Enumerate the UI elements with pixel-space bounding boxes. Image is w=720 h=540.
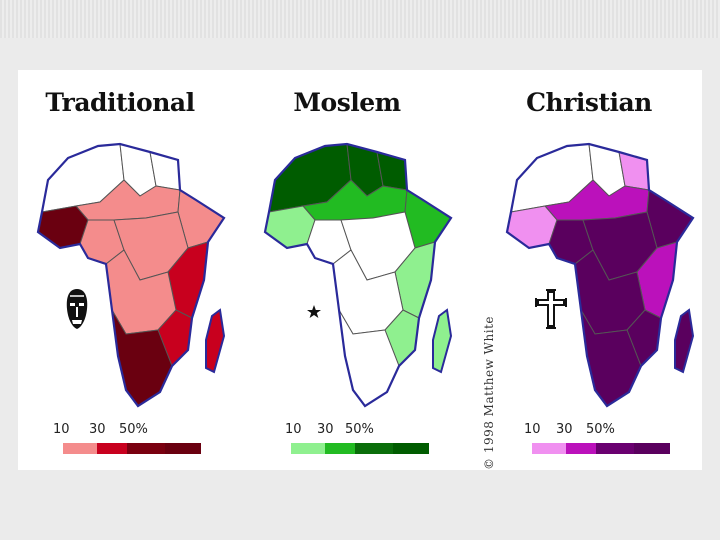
legend-swatch (45, 443, 63, 454)
legend-swatch (596, 443, 634, 454)
legend-swatch (127, 443, 165, 454)
legend-swatch (634, 443, 670, 454)
legend-label-30: 30 (317, 422, 334, 437)
traditional-religion-map (36, 142, 226, 408)
legend-swatch (291, 443, 325, 454)
legend-label-10: 10 (53, 422, 70, 437)
moslem-title: Moslem (293, 88, 401, 117)
cross-icon (535, 289, 567, 329)
coastline-outline (263, 142, 453, 408)
christian-title: Christian (526, 88, 652, 117)
moslem-legend: 10 30 50% (273, 422, 433, 454)
top-texture-strip (0, 0, 720, 38)
traditional-title: Traditional (45, 88, 195, 117)
legend-swatch (514, 443, 532, 454)
madagascar-outline (432, 308, 453, 374)
legend-swatch (532, 443, 566, 454)
moslem-religion-map (263, 142, 453, 408)
coastline-outline (36, 142, 226, 408)
legend-color-bar (273, 443, 433, 454)
copyright-notice: © 1998 Matthew White (482, 316, 496, 470)
legend-label-50: 50% (119, 422, 148, 437)
crescent-star-icon (290, 294, 321, 326)
legend-swatch (566, 443, 596, 454)
legend-label-30: 30 (556, 422, 573, 437)
christian-legend: 10 30 50% (514, 422, 674, 454)
legend-swatch (325, 443, 355, 454)
legend-color-bar (514, 443, 674, 454)
legend-label-50: 50% (345, 422, 374, 437)
legend-swatch (97, 443, 127, 454)
legend-swatch (355, 443, 393, 454)
legend-swatch (393, 443, 429, 454)
christian-religion-map (505, 142, 695, 408)
legend-label-30: 30 (89, 422, 106, 437)
legend-swatch (165, 443, 201, 454)
legend-label-50: 50% (586, 422, 615, 437)
madagascar-outline (205, 308, 226, 374)
coastline-outline (505, 142, 695, 408)
tribal-mask-icon (66, 289, 88, 329)
legend-swatch (273, 443, 291, 454)
legend-color-bar (45, 443, 205, 454)
madagascar-outline (674, 308, 695, 374)
legend-label-10: 10 (524, 422, 541, 437)
legend-label-10: 10 (285, 422, 302, 437)
legend-swatch (63, 443, 97, 454)
traditional-legend: 10 30 50% (45, 422, 205, 454)
